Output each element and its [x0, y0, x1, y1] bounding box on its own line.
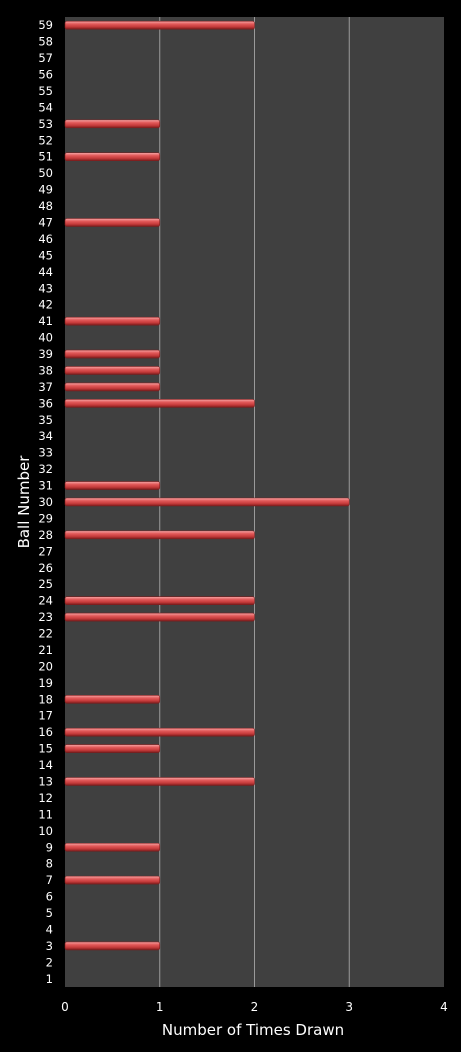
y-tick-label: 6 — [46, 890, 53, 904]
y-tick-label: 20 — [38, 659, 53, 673]
y-tick-label: 56 — [38, 68, 53, 82]
bar-ball-3 — [64, 941, 161, 951]
bar-ball-7 — [64, 875, 161, 885]
y-tick-label: 35 — [38, 413, 53, 427]
bar-ball-47 — [64, 218, 161, 227]
y-tick-label: 34 — [38, 429, 53, 443]
x-tick-label: 1 — [156, 1000, 164, 1014]
y-tick-label: 2 — [46, 955, 53, 969]
y-tick-label: 17 — [38, 709, 53, 723]
bars — [64, 20, 350, 951]
bar-ball-38 — [64, 366, 161, 375]
y-tick-label: 38 — [38, 363, 53, 377]
bar-ball-23 — [64, 612, 255, 622]
y-tick-label: 23 — [38, 610, 53, 624]
y-tick-label: 43 — [38, 281, 53, 295]
bar-ball-53 — [64, 119, 161, 129]
y-tick-label: 9 — [46, 840, 53, 854]
y-axis-label: Ball Number — [15, 455, 33, 549]
x-axis-label: Number of Times Drawn — [162, 1021, 344, 1039]
y-tick-label: 26 — [38, 561, 53, 575]
x-tick-label: 4 — [440, 1000, 448, 1014]
x-tick-label: 0 — [61, 1000, 69, 1014]
bar-ball-28 — [64, 530, 255, 540]
y-tick-label: 47 — [38, 216, 53, 230]
y-tick-label: 41 — [38, 314, 53, 328]
y-tick-label: 33 — [38, 446, 53, 460]
bar-ball-36 — [64, 399, 255, 408]
y-tick-label: 32 — [38, 462, 53, 476]
y-tick-label: 19 — [38, 676, 53, 690]
y-tick-label: 54 — [38, 100, 53, 114]
y-tick-label: 53 — [38, 117, 53, 131]
y-tick-label: 52 — [38, 133, 53, 147]
x-tick-label: 3 — [345, 1000, 353, 1014]
bar-ball-51 — [64, 152, 161, 162]
bar-ball-37 — [64, 382, 161, 392]
bar-ball-18 — [64, 694, 161, 704]
y-tick-label: 55 — [38, 84, 53, 98]
y-tick-label: 30 — [38, 495, 53, 509]
y-tick-label: 48 — [38, 199, 53, 213]
y-tick-label: 1 — [46, 972, 53, 986]
bar-ball-9 — [64, 842, 161, 852]
bar-ball-16 — [64, 727, 255, 737]
y-tick-label: 7 — [46, 873, 53, 887]
y-tick-label: 13 — [38, 774, 53, 788]
y-tick-label: 58 — [38, 35, 53, 49]
bar-ball-24 — [64, 596, 255, 605]
y-tick-label: 18 — [38, 692, 53, 706]
bar-ball-41 — [64, 316, 161, 326]
y-tick-label: 16 — [38, 725, 53, 739]
y-tick-label: 37 — [38, 380, 53, 394]
y-tick-label: 21 — [38, 643, 53, 657]
y-tick-label: 45 — [38, 248, 53, 262]
y-tick-label: 27 — [38, 544, 53, 558]
y-tick-label: 11 — [38, 807, 53, 821]
y-tick-label: 59 — [38, 18, 53, 32]
y-tick-label: 15 — [38, 742, 53, 756]
y-tick-label: 14 — [38, 758, 53, 772]
y-tick-label: 28 — [38, 528, 53, 542]
y-tick-label: 44 — [38, 265, 53, 279]
y-tick-label: 31 — [38, 479, 53, 493]
bar-ball-13 — [64, 777, 255, 786]
bar-ball-31 — [64, 481, 161, 490]
y-tick-label: 51 — [38, 150, 53, 164]
y-tick-label: 57 — [38, 51, 53, 65]
y-tick-label: 25 — [38, 577, 53, 591]
y-tick-label: 46 — [38, 232, 53, 246]
y-tick-label: 4 — [46, 922, 53, 936]
y-tick-label: 8 — [46, 857, 53, 871]
x-tick-label: 2 — [251, 1000, 259, 1014]
y-tick-label: 24 — [38, 594, 53, 608]
y-tick-label: 3 — [46, 939, 53, 953]
y-tick-label: 10 — [38, 824, 53, 838]
y-tick-label: 12 — [38, 791, 53, 805]
bar-ball-59 — [64, 20, 255, 30]
bar-ball-30 — [64, 497, 350, 507]
y-tick-label: 40 — [38, 331, 53, 345]
y-tick-label: 39 — [38, 347, 53, 361]
y-tick-label: 29 — [38, 511, 53, 525]
y-tick-label: 22 — [38, 627, 53, 641]
bar-ball-39 — [64, 349, 161, 359]
y-tick-label: 50 — [38, 166, 53, 180]
x-axis-ticks: 0 1 2 3 4 — [61, 1000, 448, 1014]
y-tick-label: 42 — [38, 298, 53, 312]
y-tick-label: 49 — [38, 183, 53, 197]
bar-ball-15 — [64, 744, 161, 753]
y-tick-label: 36 — [38, 396, 53, 410]
y-tick-label: 5 — [46, 906, 53, 920]
y-axis-ticks: 1234567891011121314151617181920212223242… — [38, 18, 53, 986]
